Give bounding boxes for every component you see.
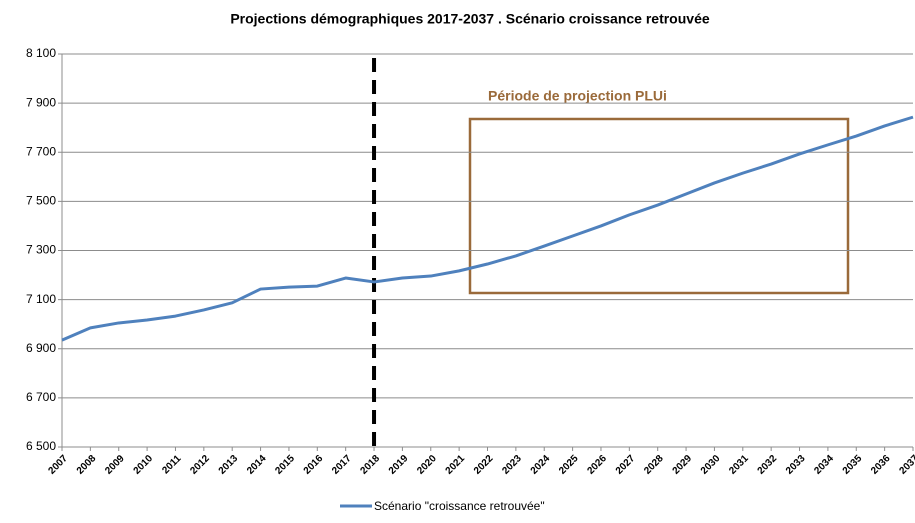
plot: 6 500 6 700 6 900 7 100 7 300 7 500 7 700 7 900… <box>26 46 915 513</box>
x-tick-label: 2034 <box>812 453 836 477</box>
x-tick-label: 2017 <box>330 453 354 477</box>
x-tick-label: 2021 <box>444 453 468 477</box>
y-tick-label: 6 900 <box>26 341 56 355</box>
x-tick-label: 2037 <box>897 453 915 477</box>
x-tick-label: 2023 <box>500 453 524 477</box>
x-tick-label: 2031 <box>727 453 751 477</box>
x-tick-label: 2019 <box>387 453 411 477</box>
x-tick-label: 2014 <box>245 453 269 477</box>
x-tick-label: 2010 <box>132 453 156 477</box>
x-tick-label: 2028 <box>642 453 666 477</box>
x-tick-label: 2018 <box>359 453 383 477</box>
x-tick-label: 2015 <box>273 453 297 477</box>
x-tick-label: 2035 <box>841 453 865 477</box>
x-tick-label: 2029 <box>671 453 695 477</box>
x-tick-label: 2033 <box>784 453 808 477</box>
y-tick-label: 7 700 <box>26 144 56 158</box>
x-tick-label: 2007 <box>46 453 70 477</box>
x-tick-label: 2016 <box>302 453 326 477</box>
x-tick-label: 2026 <box>585 453 609 477</box>
x-tick-label: 2024 <box>529 453 553 477</box>
x-tick-label: 2027 <box>614 453 638 477</box>
y-tick-label: 8 100 <box>26 46 56 60</box>
x-tick-label: 2009 <box>103 453 127 477</box>
x-tick-label: 2012 <box>188 453 212 477</box>
x-tick-label: 2030 <box>699 453 723 477</box>
x-tick-label: 2008 <box>75 453 99 477</box>
x-tick-label: 2011 <box>160 453 183 476</box>
chart-title: Projections démographiques 2017-2037 . S… <box>230 11 710 27</box>
x-tick-label: 2032 <box>756 453 780 477</box>
annotation: Période de projection PLUi <box>488 88 667 104</box>
data-line <box>61 115 914 342</box>
x-tick-label: 2025 <box>557 453 581 477</box>
y-tick-label: 7 900 <box>26 95 56 109</box>
y-tick-label: 7 300 <box>26 243 56 257</box>
x-tick-label: 2022 <box>472 453 496 477</box>
x-tick-label: 2013 <box>217 453 241 477</box>
x-tick-label: 2036 <box>869 453 893 477</box>
y-tick-label: 6 700 <box>26 390 56 404</box>
projection-box <box>468 117 850 295</box>
y-tick-label: 6 500 <box>26 439 56 453</box>
x-tick-label: 2020 <box>415 453 439 477</box>
y-tick-label: 7 500 <box>26 194 56 208</box>
legend-label: Scénario "croissance retrouvée" <box>374 499 545 513</box>
y-tick-label: 7 100 <box>26 292 56 306</box>
